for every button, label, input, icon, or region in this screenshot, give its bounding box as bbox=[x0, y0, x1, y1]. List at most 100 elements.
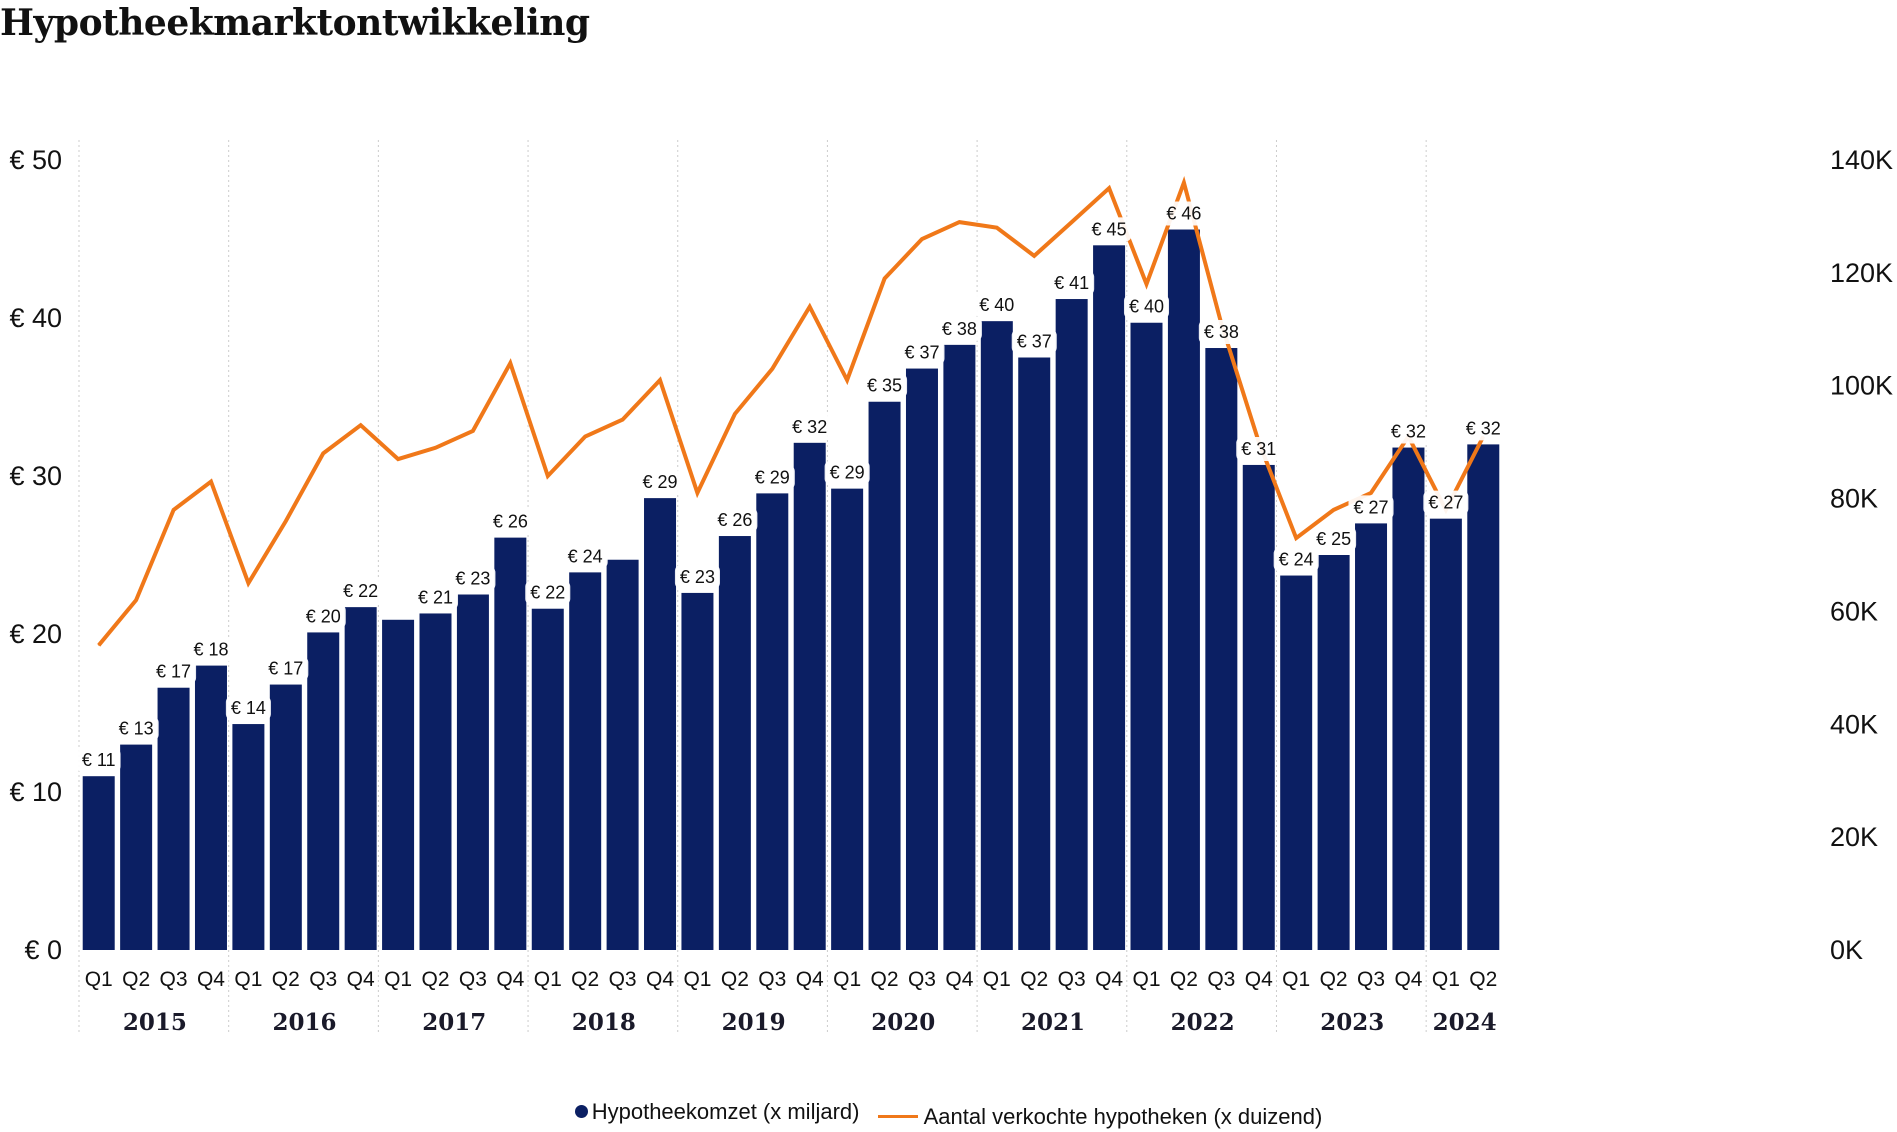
data-label: € 24 bbox=[1279, 550, 1314, 570]
data-label: € 27 bbox=[1428, 493, 1463, 513]
legend-line-label: Aantal verkochte hypotheken (x duizend) bbox=[923, 1103, 1323, 1129]
data-label: € 35 bbox=[867, 376, 902, 396]
data-label: € 37 bbox=[1017, 332, 1052, 352]
data-label-group: € 21 bbox=[412, 585, 459, 610]
data-label: € 31 bbox=[1241, 439, 1276, 459]
data-label: € 22 bbox=[530, 583, 565, 603]
data-label-group: € 29 bbox=[637, 470, 683, 495]
y-left-tick-label: € 20 bbox=[9, 619, 62, 649]
data-label: € 26 bbox=[493, 512, 528, 532]
x-tick-label: Q1 bbox=[1432, 968, 1460, 991]
axes-layer: € 0 € 10 € 20 € 30 € 40 € 50 0K 20K 40K 60K 80K 100… bbox=[9, 145, 1893, 1036]
data-label-group: € 45 bbox=[1086, 217, 1132, 242]
data-label-halo bbox=[899, 340, 945, 365]
data-label-halo bbox=[1460, 416, 1506, 441]
bar bbox=[868, 401, 901, 950]
line-point bbox=[1108, 187, 1110, 189]
data-label: € 21 bbox=[418, 587, 453, 607]
x-tick-label: Q3 bbox=[758, 968, 786, 991]
grid-layer bbox=[78, 140, 1427, 1035]
data-label-group: € 26 bbox=[712, 508, 758, 533]
data-label-group: € 40 bbox=[1123, 294, 1170, 319]
data-label: € 40 bbox=[979, 295, 1014, 315]
bars-layer bbox=[82, 229, 1500, 950]
data-label: € 14 bbox=[231, 698, 266, 718]
line-point bbox=[996, 227, 998, 229]
data-label-group: € 14 bbox=[225, 696, 271, 721]
bar bbox=[194, 665, 227, 950]
bar bbox=[718, 536, 751, 950]
x-tick-label: Q1 bbox=[1132, 968, 1160, 991]
data-label-group: € 27 bbox=[1423, 490, 1469, 515]
line-point bbox=[696, 492, 698, 494]
data-label-group: € 32 bbox=[1460, 416, 1506, 441]
year-label: 2022 bbox=[1171, 1009, 1235, 1036]
data-label-halo bbox=[1236, 436, 1282, 461]
line-point bbox=[98, 644, 100, 646]
data-label: € 17 bbox=[268, 659, 303, 679]
bar bbox=[157, 687, 190, 950]
data-label-group: € 29 bbox=[824, 460, 870, 485]
x-tick-label: Q4 bbox=[496, 968, 524, 991]
data-label-group: € 18 bbox=[188, 637, 234, 662]
data-label-halo bbox=[1385, 419, 1431, 444]
x-tick-label: Q1 bbox=[85, 968, 113, 991]
x-tick-label: Q4 bbox=[945, 968, 973, 991]
x-tick-label: Q2 bbox=[1320, 968, 1348, 991]
line-point bbox=[472, 430, 474, 432]
data-label-group: € 40 bbox=[974, 293, 1020, 318]
line-point bbox=[659, 379, 661, 381]
x-tick-label: Q3 bbox=[1357, 968, 1385, 991]
bar bbox=[1205, 348, 1238, 950]
data-label-group: € 31 bbox=[1236, 436, 1282, 461]
line-point bbox=[1295, 537, 1297, 539]
data-label-group: € 26 bbox=[487, 509, 533, 534]
bar bbox=[1055, 299, 1088, 950]
data-label: € 46 bbox=[1166, 204, 1201, 224]
bar bbox=[307, 632, 340, 950]
chart: € 11€ 13€ 17€ 18€ 14€ 17€ 20€ 22 € 21€ 23… bbox=[9, 140, 1893, 1036]
x-tick-label: Q2 bbox=[421, 968, 449, 991]
data-label: € 32 bbox=[792, 417, 827, 437]
data-label-halo bbox=[1423, 490, 1469, 515]
x-tick-label: Q1 bbox=[683, 968, 711, 991]
data-label: € 25 bbox=[1316, 529, 1351, 549]
bar bbox=[1317, 555, 1350, 950]
y-right-tick-label: 80K bbox=[1830, 484, 1878, 514]
line-point bbox=[1333, 509, 1335, 511]
x-tick-label: Q1 bbox=[234, 968, 262, 991]
line-point bbox=[435, 447, 436, 449]
x-tick-label: Q4 bbox=[347, 968, 375, 991]
data-label-halo bbox=[450, 566, 496, 591]
data-label-group: € 37 bbox=[1011, 329, 1057, 354]
y-right-tick-label: 0K bbox=[1830, 935, 1863, 965]
line-point bbox=[1183, 182, 1185, 184]
line-point bbox=[397, 458, 399, 460]
y-right-tick-label: 20K bbox=[1830, 822, 1878, 852]
data-label: € 24 bbox=[568, 546, 603, 566]
data-label-halo bbox=[300, 604, 346, 629]
data-label-halo bbox=[525, 580, 571, 605]
x-tick-label: Q1 bbox=[983, 968, 1011, 991]
data-label-group: € 17 bbox=[151, 659, 197, 684]
bar bbox=[644, 498, 677, 950]
line-point bbox=[547, 475, 549, 477]
line-point bbox=[1033, 255, 1035, 257]
data-label: € 23 bbox=[455, 569, 490, 589]
data-label-group: € 23 bbox=[450, 566, 496, 591]
data-label-halo bbox=[1011, 329, 1057, 354]
x-tick-label: Q3 bbox=[309, 968, 337, 991]
x-tick-label: Q2 bbox=[571, 968, 599, 991]
x-tick-label: Q3 bbox=[1207, 968, 1235, 991]
data-label-halo bbox=[76, 748, 121, 773]
bar bbox=[1242, 464, 1275, 950]
data-label-halo bbox=[787, 414, 833, 439]
line-point bbox=[322, 452, 324, 454]
line-point bbox=[360, 424, 362, 426]
data-label-halo bbox=[487, 509, 533, 534]
line-point bbox=[285, 520, 287, 522]
data-label: € 45 bbox=[1092, 219, 1127, 239]
line-point bbox=[210, 481, 212, 483]
data-label-group: € 22 bbox=[525, 580, 571, 605]
data-label: € 20 bbox=[306, 606, 341, 626]
